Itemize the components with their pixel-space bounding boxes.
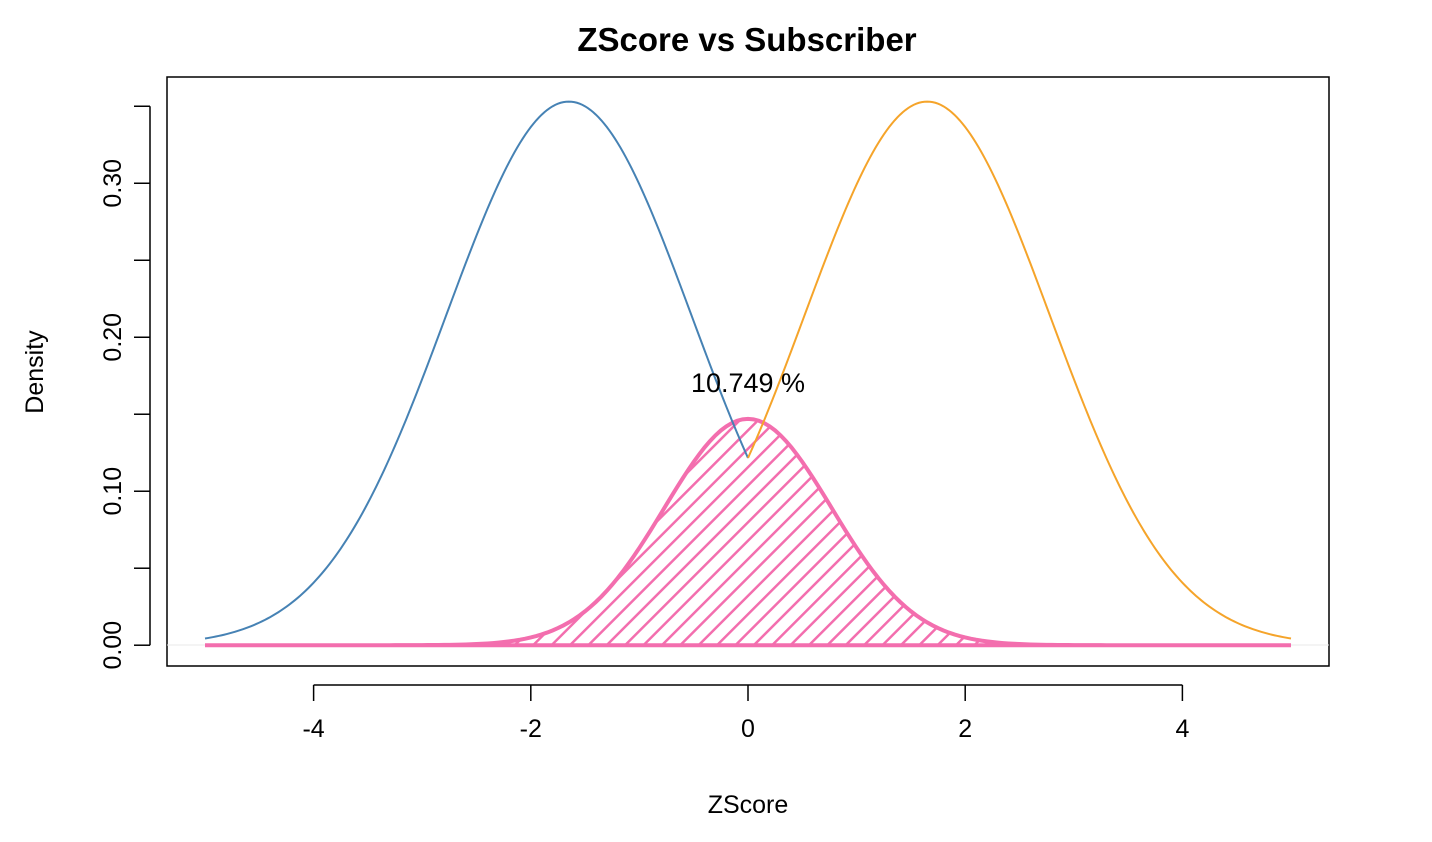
overlap-percent-label: 10.749 %: [691, 368, 805, 398]
y-tick-label: 0.20: [99, 313, 127, 362]
y-axis-title: Density: [21, 330, 49, 414]
plot-frame: [166, 76, 1330, 667]
y-axis: 0.00 0.10 0.20 0.30: [99, 105, 151, 670]
x-tick-label: 4: [1175, 715, 1189, 743]
overlap-hatch-area: [205, 418, 1291, 646]
x-tick-label: 2: [958, 715, 972, 743]
y-tick-label: 0.10: [99, 467, 127, 516]
x-tick-label: -2: [520, 715, 542, 743]
y-tick-label: 0.30: [99, 159, 127, 208]
non-subscriber-curve: [204, 100, 749, 640]
chart-title: ZScore vs Subscriber: [577, 21, 916, 58]
overlap-curve: [205, 416, 1291, 648]
x-axis-title: ZScore: [708, 791, 789, 819]
x-tick-label: -4: [302, 715, 324, 743]
y-tick-label: 0.00: [99, 621, 127, 670]
subscriber-curve: [747, 100, 1292, 640]
x-axis: -4 -2 0 2 4: [302, 684, 1189, 743]
x-tick-label: 0: [741, 715, 755, 743]
